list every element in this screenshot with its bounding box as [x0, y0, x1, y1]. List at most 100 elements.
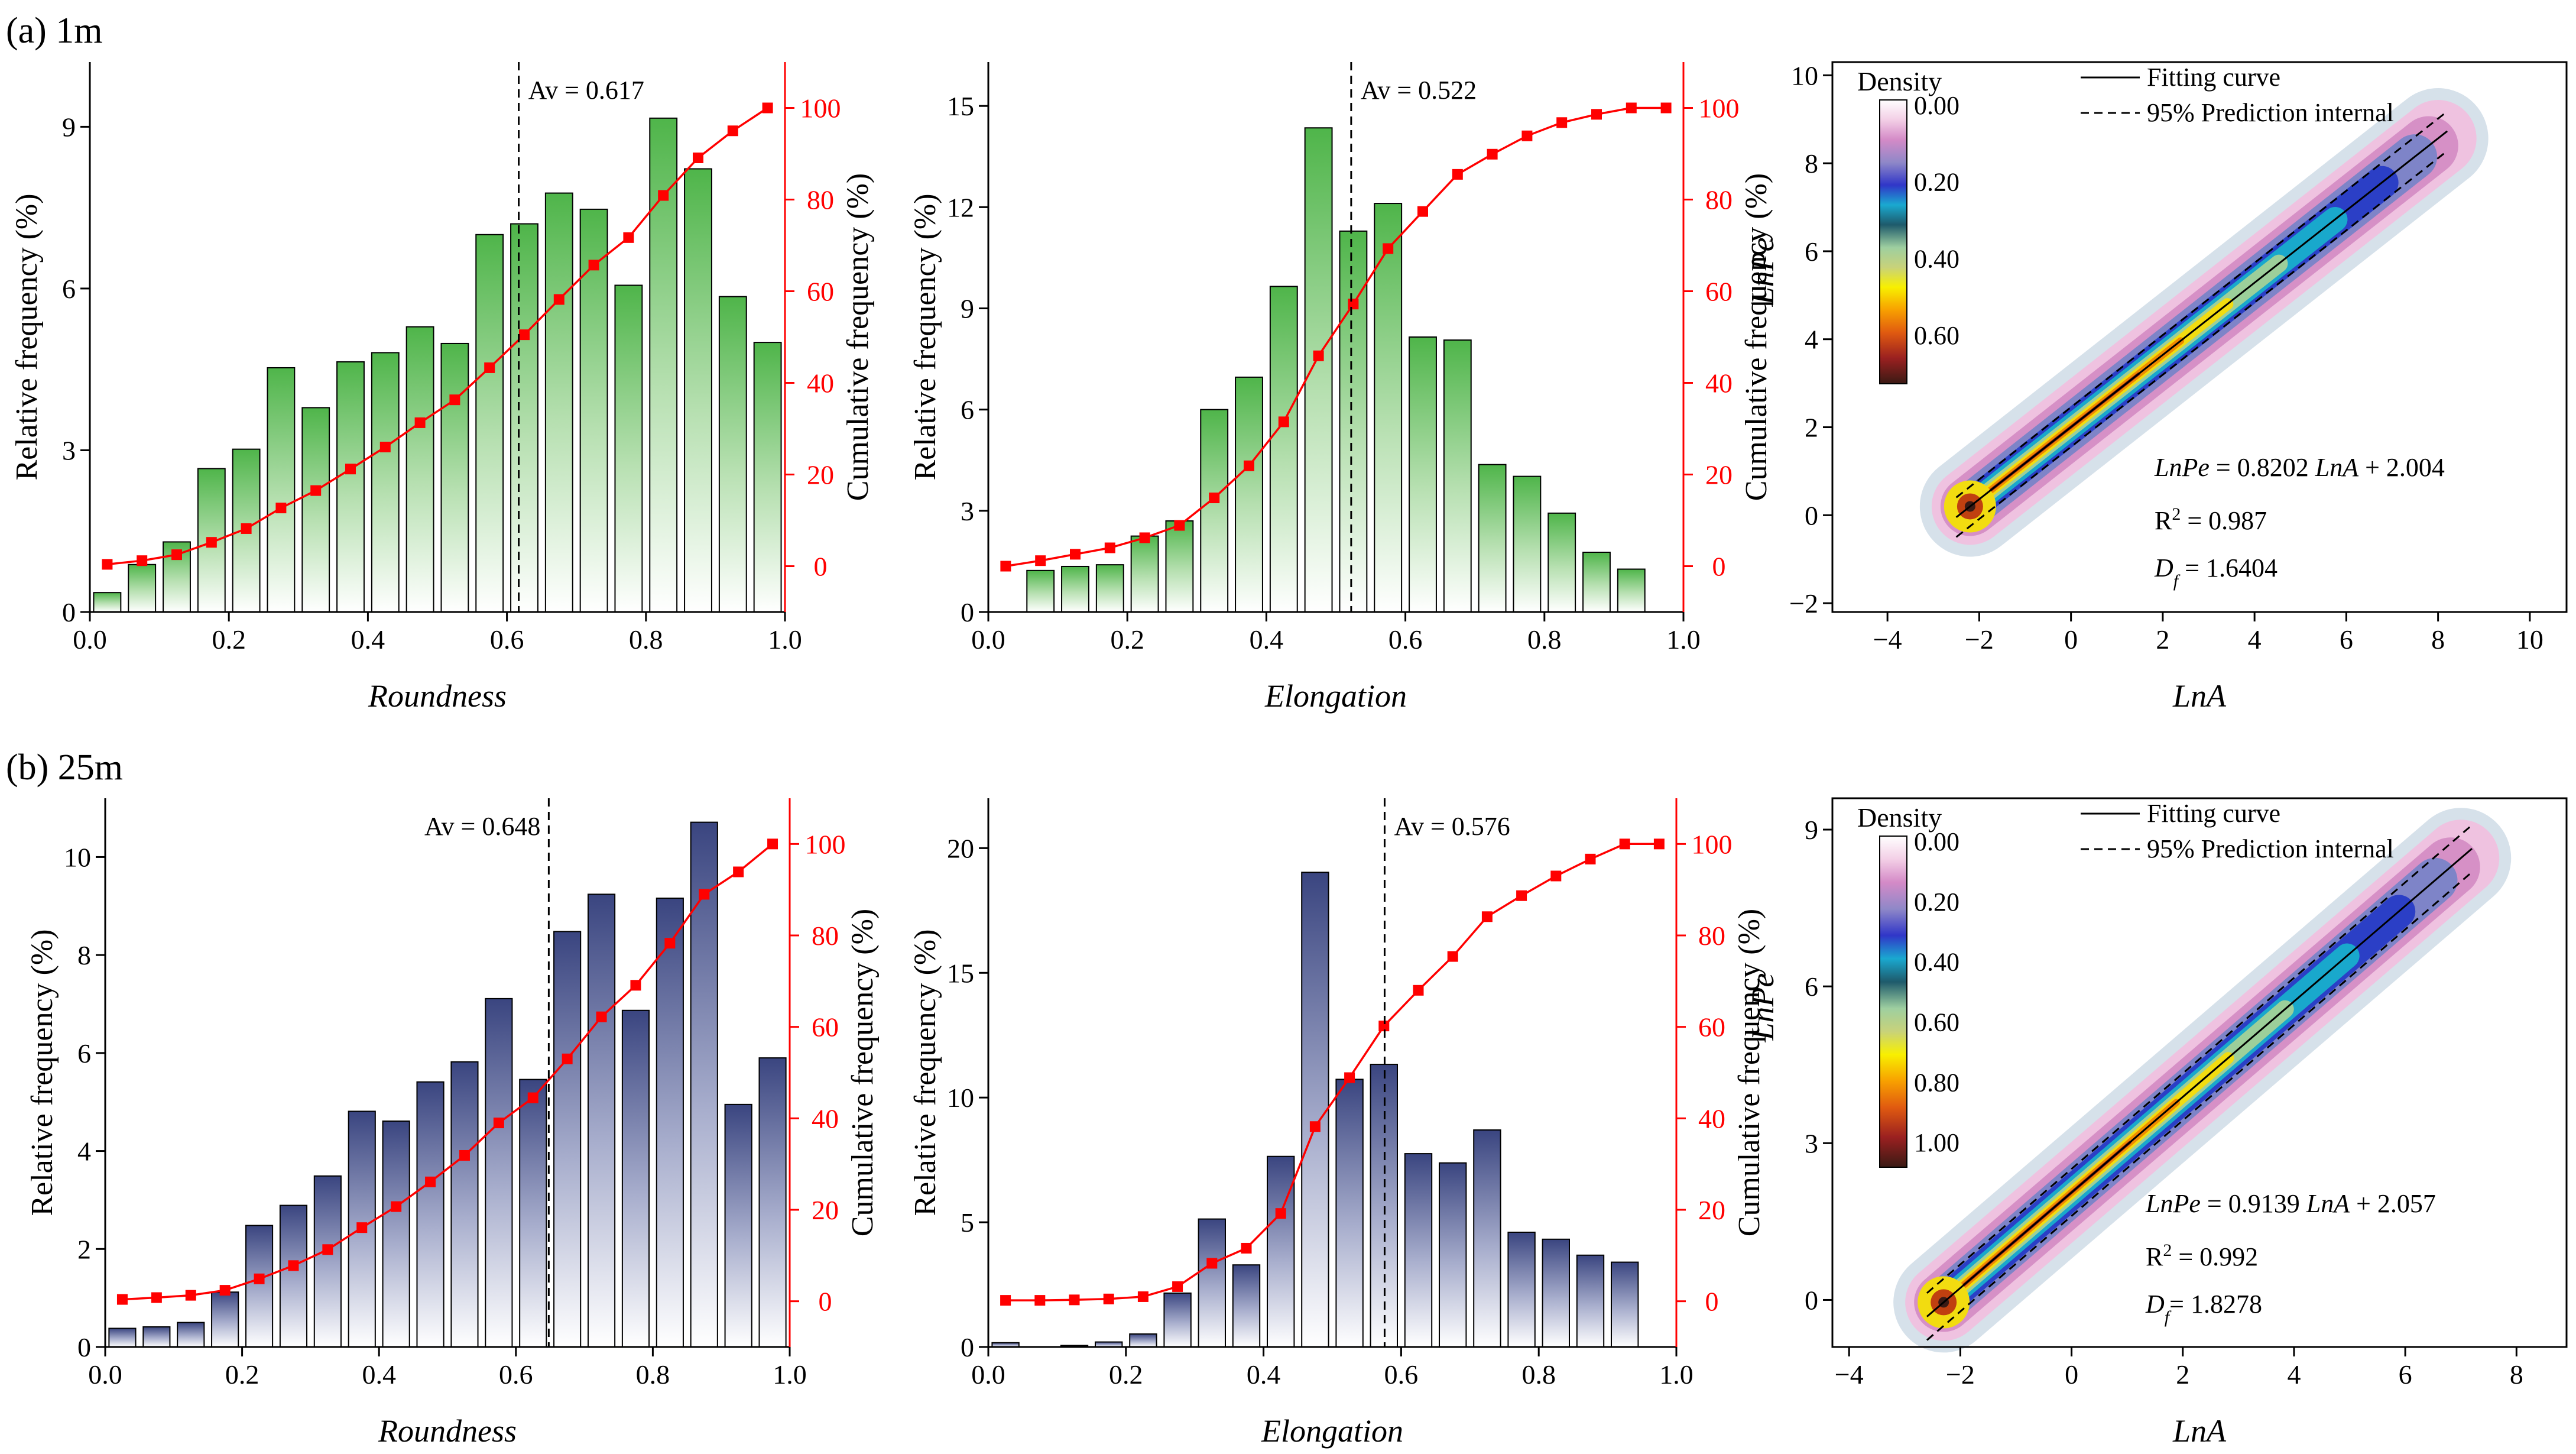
- cumulative-point: [1619, 838, 1630, 850]
- r2-base: R: [2146, 1242, 2163, 1271]
- y2-tick-label: 20: [807, 460, 834, 490]
- prediction-interval: [1926, 871, 2473, 1341]
- y2-tick-label: 0: [819, 1287, 832, 1317]
- bar: [1304, 127, 1333, 613]
- x-tick-label: 2: [2176, 1359, 2189, 1390]
- y-tick-label: −2: [1789, 588, 1818, 618]
- cumulative-point: [425, 1176, 436, 1187]
- legend-pi-label: 95% Prediction internal: [2147, 98, 2394, 127]
- eq-lhs: LnPe: [2145, 1189, 2201, 1218]
- cumulative-point: [1653, 838, 1665, 850]
- r2-rest: = 0.992: [2172, 1242, 2258, 1271]
- cumulative-point: [151, 1292, 162, 1303]
- bar: [416, 1081, 445, 1348]
- r2-sup: 2: [2172, 504, 2181, 524]
- y-tick-label: 4: [77, 1136, 91, 1167]
- cumulative-point: [1104, 542, 1115, 553]
- cumulative-point: [484, 362, 495, 373]
- bar: [336, 361, 365, 613]
- bar: [382, 1121, 410, 1348]
- cumulative-point: [137, 555, 148, 566]
- eq-var: LnA: [2306, 1189, 2350, 1218]
- bar: [142, 1326, 171, 1348]
- x-tick-label: 0.6: [1388, 624, 1423, 655]
- colorbar: [1879, 99, 1907, 384]
- x-axis-title: LnA: [2172, 1413, 2227, 1449]
- cumulative-point: [588, 260, 599, 271]
- bar: [93, 592, 122, 613]
- colorbar-tick-label: 0.20: [1914, 888, 1959, 917]
- bar: [656, 898, 684, 1348]
- x-tick-label: 8: [2431, 624, 2445, 655]
- panel-b-label: (b) 25m: [6, 747, 123, 788]
- x-tick-label: 0.0: [971, 1359, 1005, 1390]
- prediction-interval: [1926, 824, 2473, 1294]
- bar: [1301, 872, 1329, 1348]
- cumulative-point: [1447, 951, 1458, 962]
- y2-axis-title: Cumulative frequency (%): [841, 173, 875, 501]
- y-tick-label: 0: [1805, 500, 1818, 530]
- y-tick-label: 3: [961, 496, 974, 526]
- cumulative-point: [345, 464, 356, 475]
- cumulative-point: [1103, 1293, 1114, 1304]
- colorbar-tick-label: 0.40: [1914, 948, 1959, 977]
- x-tick-label: 0.2: [212, 624, 246, 655]
- bar: [1547, 512, 1576, 613]
- bar: [1576, 1254, 1605, 1348]
- cumulative-point: [1585, 853, 1596, 864]
- x-tick-label: −4: [1835, 1359, 1864, 1390]
- x-tick-label: −4: [1873, 624, 1902, 655]
- cumulative-point: [596, 1011, 607, 1022]
- fractal-dimension: Df= 1.8278: [2145, 1290, 2262, 1327]
- bar: [1582, 552, 1611, 613]
- fitting-curve: [1955, 130, 2448, 518]
- cumulative-point: [1348, 299, 1359, 310]
- y2-tick-label: 20: [1698, 1195, 1725, 1225]
- cumulative-point: [1174, 520, 1185, 531]
- cumulative-point: [527, 1092, 538, 1103]
- x-tick-label: 0.6: [490, 624, 524, 655]
- x-tick-label: 0.2: [1110, 624, 1144, 655]
- y2-tick-label: 60: [1705, 277, 1733, 307]
- cumulative-point: [1521, 130, 1533, 141]
- x-tick-label: 1.0: [1666, 624, 1701, 655]
- x-tick-label: 10: [2516, 624, 2543, 655]
- bar: [177, 1322, 205, 1348]
- y-tick-label: 0: [1805, 1285, 1818, 1315]
- x-tick-label: 0: [2065, 1359, 2078, 1390]
- y-tick-label: 2: [1805, 413, 1818, 443]
- x-tick-label: 0.8: [636, 1359, 670, 1390]
- cumulative-point: [519, 329, 530, 341]
- cumulative-point: [275, 503, 287, 514]
- y-tick-label: 9: [1805, 815, 1818, 845]
- cumulative-point: [1550, 870, 1562, 882]
- x-axis-title: Elongation: [1264, 678, 1407, 714]
- df-base: D: [2154, 553, 2173, 582]
- cumulative-point: [322, 1244, 333, 1255]
- bar: [128, 564, 157, 613]
- bar: [1061, 565, 1089, 613]
- y-tick-label: 6: [77, 1038, 91, 1068]
- bar: [1617, 568, 1646, 613]
- x-tick-label: 0.0: [73, 624, 107, 655]
- cumulative-point: [762, 102, 773, 114]
- x-tick-label: 1.0: [773, 1359, 807, 1390]
- bar: [301, 407, 330, 613]
- y-axis-title: Relative frequency (%): [10, 193, 44, 480]
- cumulative-point: [1035, 555, 1046, 566]
- y2-tick-label: 60: [812, 1012, 839, 1042]
- x-tick-label: 1.0: [768, 624, 802, 655]
- y-tick-label: 9: [62, 112, 76, 142]
- x-tick-label: 0.0: [971, 624, 1005, 655]
- y-tick-label: 6: [1805, 237, 1818, 267]
- y-tick-label: 3: [1805, 1128, 1818, 1158]
- colorbar-tick-label: 0.20: [1914, 168, 1959, 197]
- bar: [1129, 1333, 1157, 1348]
- bar: [1473, 1129, 1501, 1348]
- y2-tick-label: 100: [800, 93, 841, 124]
- y-tick-label: 2: [77, 1234, 91, 1264]
- cumulative-point: [206, 537, 217, 548]
- bar: [440, 342, 469, 613]
